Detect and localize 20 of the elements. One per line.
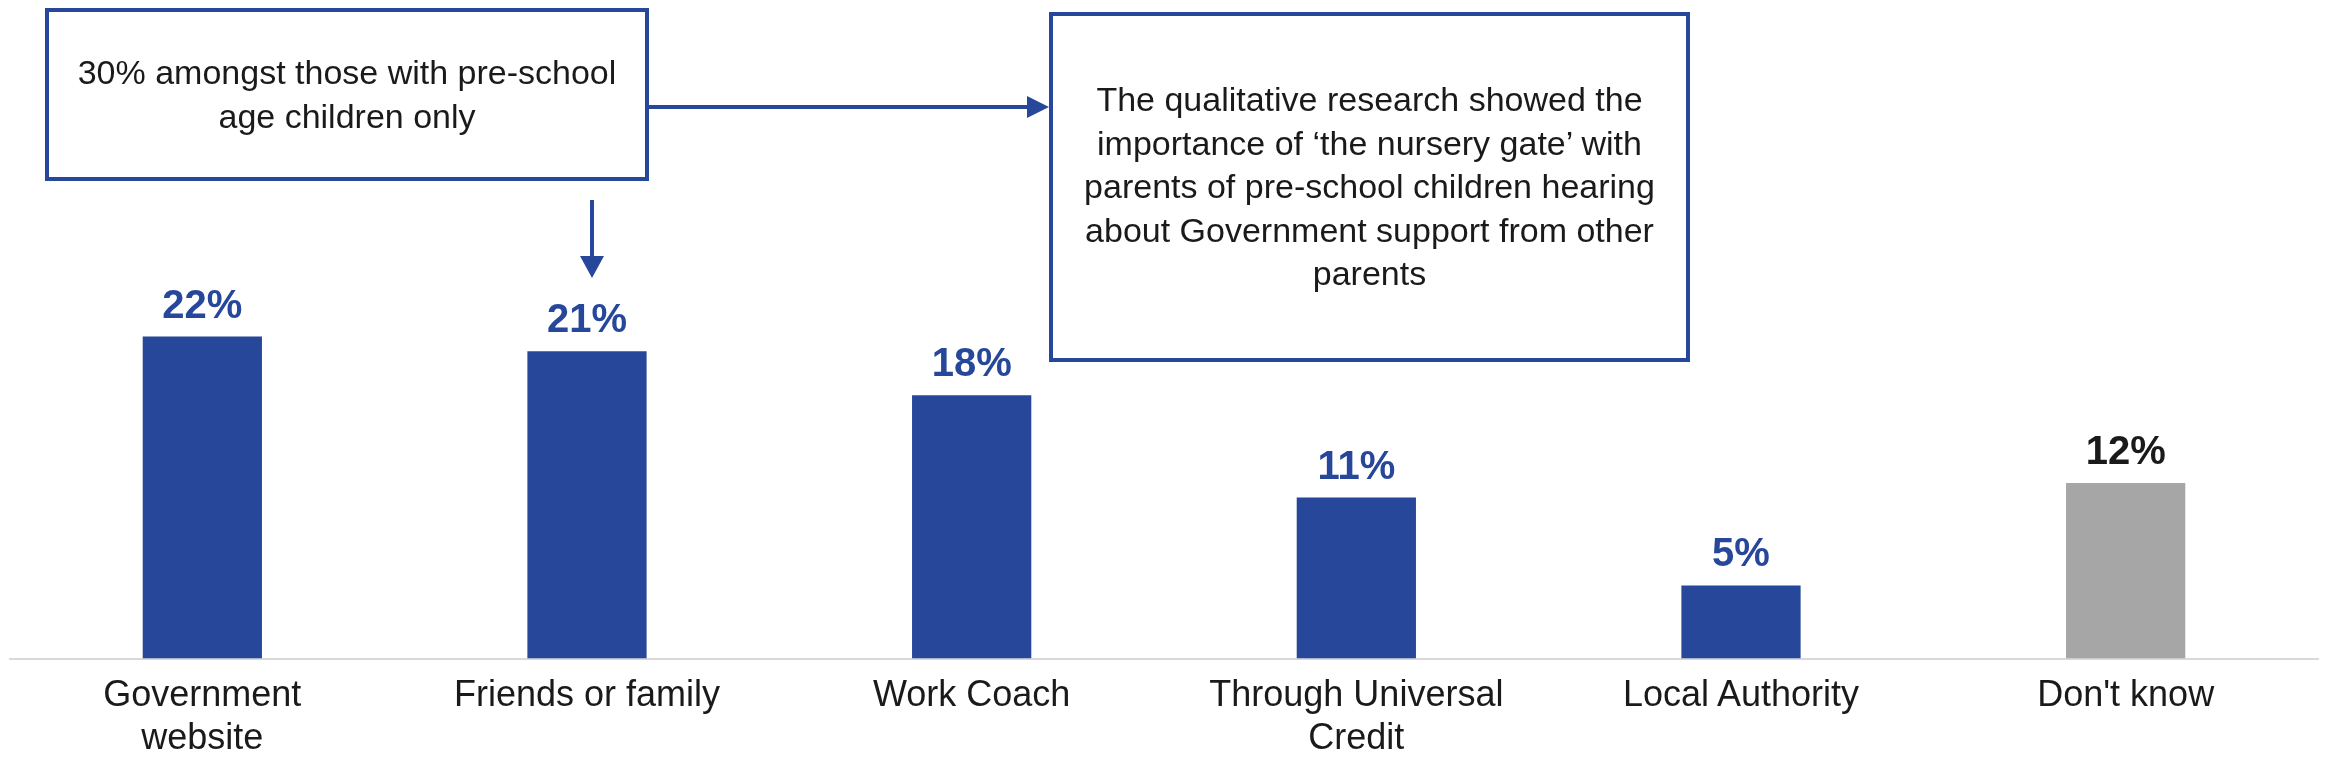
x-tick-label: Work Coach — [872, 673, 1071, 715]
text: The qualitative research showed the importance of ‘the nursery gate’ with parents of pre-school children hearing about Government support from other parents — [1083, 79, 1656, 295]
bar — [1681, 585, 1801, 659]
x-tick-label: Through Universal Credit — [1209, 673, 1504, 758]
data-label: 22% — [162, 281, 243, 326]
bar — [142, 336, 262, 659]
bar — [912, 395, 1032, 659]
data-label: 5% — [1712, 530, 1770, 575]
text: 30% amongst those with pre-school age children only — [76, 52, 618, 137]
bar — [1296, 497, 1416, 659]
x-tick-label: Government website — [103, 673, 302, 758]
data-label: 11% — [1317, 442, 1396, 487]
data-label: 12% — [2085, 428, 2166, 472]
x-tick-label: Local Authority — [1622, 673, 1860, 715]
data-label: 18% — [931, 340, 1012, 385]
bar — [527, 351, 647, 659]
data-label: 21% — [546, 296, 628, 341]
bar — [2066, 482, 2186, 659]
x-tick-label: Don't know — [2037, 673, 2216, 715]
x-tick-label: Friends or family — [453, 673, 721, 715]
